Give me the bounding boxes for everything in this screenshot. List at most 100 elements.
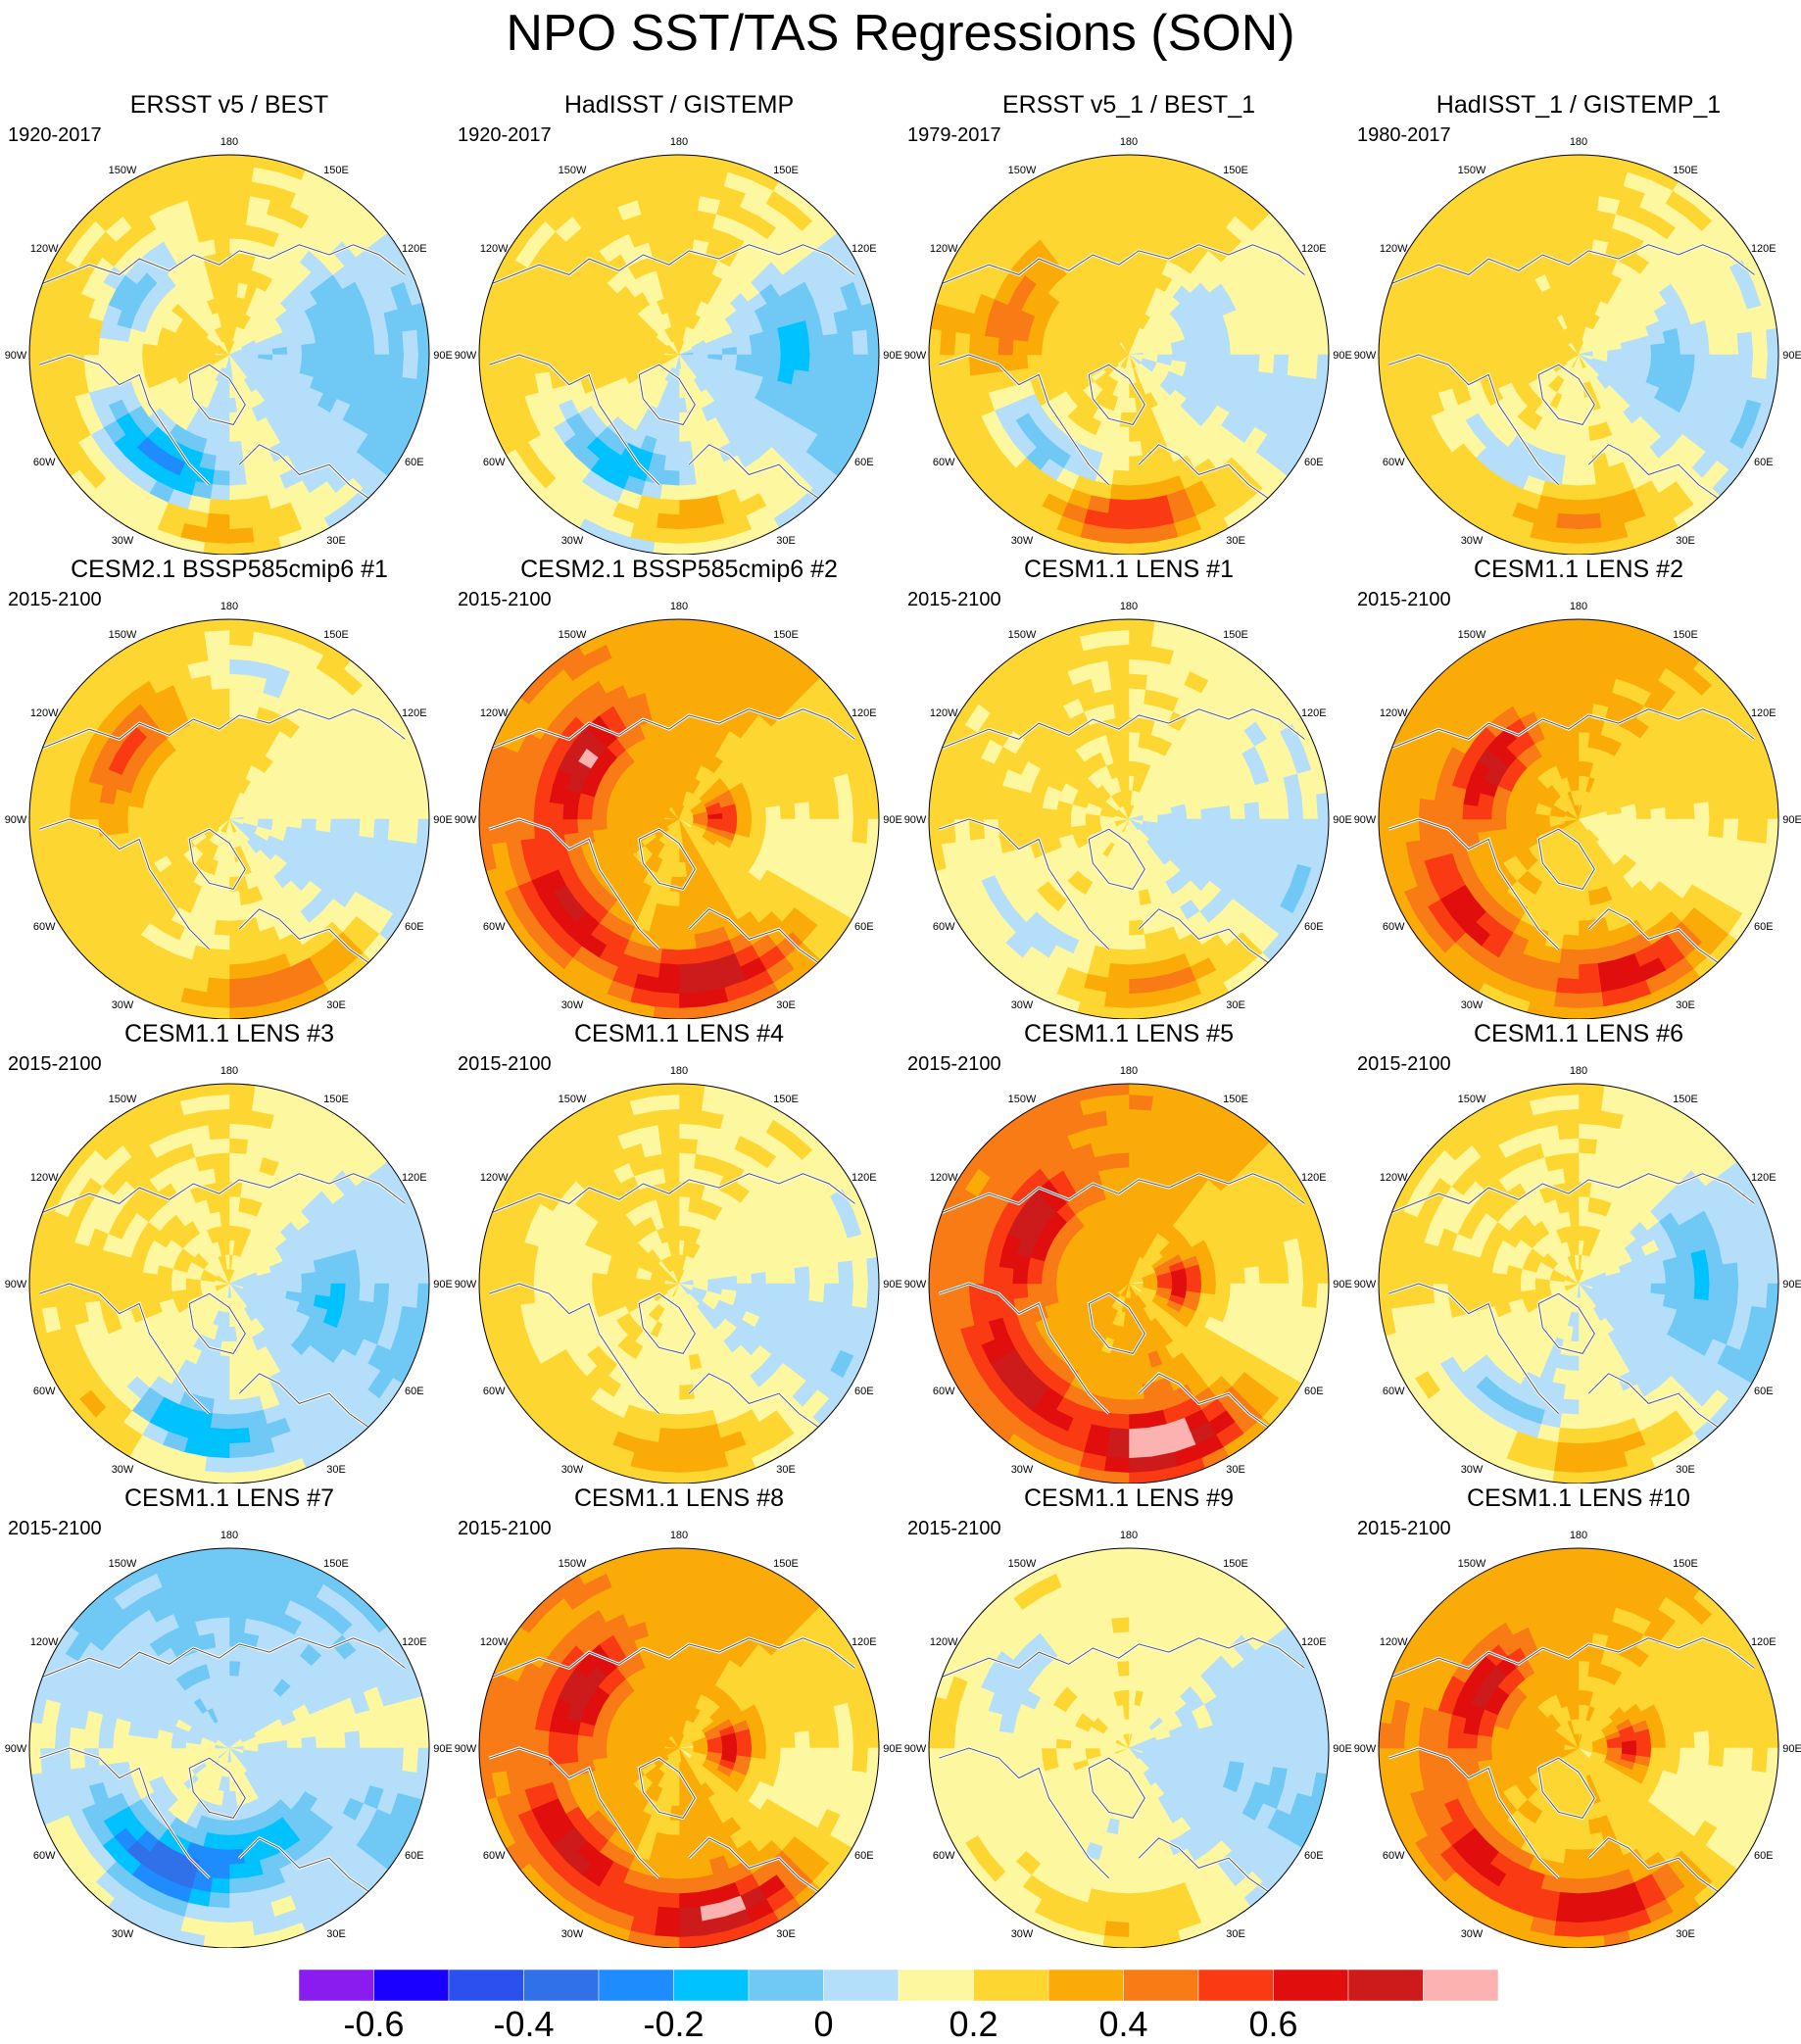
longitude-label: 90W [455, 814, 477, 826]
longitude-label: 30E [1226, 535, 1245, 547]
field-cell [416, 818, 429, 847]
coastline [39, 354, 210, 485]
field-cell [1103, 629, 1130, 647]
field-cell [779, 354, 797, 370]
field-cell [997, 818, 1014, 837]
panel-title: CESM1.1 LENS #2 [1474, 556, 1683, 583]
field-cell [416, 792, 429, 820]
field-cell [678, 512, 703, 530]
field-cell [678, 542, 706, 555]
field-cell [1433, 335, 1449, 356]
field-cell [1736, 354, 1754, 378]
longitude-label: 120E [1301, 707, 1327, 719]
longitude-label: 90W [5, 814, 27, 826]
field-cell [329, 354, 347, 370]
field-cell [576, 341, 593, 356]
map-panel: ERSST v5_1 / BEST_1180150E120E90E60E30E0… [903, 90, 1354, 556]
field-cell [210, 209, 230, 225]
field-cell [228, 155, 257, 168]
field-cell [953, 796, 971, 820]
field-cell [1301, 794, 1319, 820]
field-cell [504, 331, 521, 356]
longitude-label: 150E [323, 629, 349, 641]
field-cell [1115, 441, 1130, 458]
field-cell [1109, 209, 1130, 225]
field-cell [656, 179, 680, 197]
field-cell [359, 354, 375, 374]
longitude-label: 30W [1011, 535, 1034, 547]
field-cell [228, 934, 247, 951]
field-cell [1215, 818, 1232, 833]
field-cell [228, 222, 247, 240]
field-cell [1490, 354, 1507, 366]
field-cell [939, 329, 956, 356]
coastline [238, 444, 370, 500]
field-cell [654, 629, 680, 647]
coastline [939, 818, 1109, 949]
field-cell [1111, 687, 1130, 705]
field-cell [1559, 209, 1580, 225]
coastline [188, 828, 246, 890]
field-cell [1551, 542, 1580, 555]
field-cell [678, 441, 693, 458]
field-cell [1128, 155, 1156, 168]
field-cell [156, 818, 172, 830]
field-cell [1105, 179, 1130, 197]
panel-title: HadISST_1 / GISTEMP_1 [1436, 91, 1722, 119]
field-cell [547, 818, 564, 837]
field-cell [97, 354, 115, 372]
field-cell [1128, 673, 1148, 690]
field-cell [765, 818, 782, 833]
field-cell [54, 331, 72, 356]
field-cell [1215, 805, 1232, 820]
field-cell [402, 354, 419, 380]
field-cell [228, 963, 251, 980]
field-cell [678, 194, 701, 211]
field-cell [489, 794, 507, 820]
coastline [489, 354, 659, 485]
field-cell [852, 329, 869, 356]
field-cell [657, 963, 680, 980]
field-cell [678, 644, 703, 661]
field-cell [1243, 354, 1261, 372]
field-cell [316, 354, 332, 368]
field-cell [678, 949, 699, 965]
field-cell [416, 354, 429, 382]
longitude-label: 30E [776, 535, 796, 547]
field-cell [1128, 977, 1152, 995]
field-cell [678, 222, 697, 240]
longitude-label: 30E [1226, 999, 1245, 1011]
field-cell [1026, 354, 1043, 368]
field-cell [1505, 354, 1522, 365]
field-cell [1567, 267, 1580, 283]
field-cell [218, 731, 230, 748]
field-cell [678, 891, 691, 907]
field-cell [576, 354, 593, 368]
longitude-label: 60W [483, 921, 506, 933]
field-cell [1128, 484, 1148, 501]
field-cell [678, 963, 701, 980]
field-cell [83, 800, 100, 820]
longitude-label: 60E [854, 457, 874, 468]
longitude-label: 90E [433, 350, 453, 362]
field-cell [1446, 354, 1464, 372]
field-cell [837, 796, 854, 820]
field-cell [1555, 512, 1580, 530]
field-cell [576, 805, 593, 820]
field-cell [1113, 919, 1130, 937]
field-cell [301, 343, 317, 356]
field-cell [1287, 331, 1304, 356]
panel-title: ERSST v5_1 / BEST_1 [1002, 91, 1255, 119]
field-cell [794, 818, 811, 837]
field-cell [1273, 818, 1290, 841]
field-cell [794, 354, 811, 372]
field-cell [1109, 484, 1130, 501]
panel-title: HadISST / GISTEMP [563, 91, 795, 119]
field-cell [1128, 165, 1154, 182]
field-cell [1128, 629, 1154, 647]
field-cell [1273, 798, 1290, 820]
longitude-label: 60E [1304, 921, 1324, 933]
field-cell [219, 281, 230, 298]
panel-title: CESM2.1 BSSP585cmip6 #1 [71, 556, 388, 583]
field-cell [97, 802, 115, 820]
